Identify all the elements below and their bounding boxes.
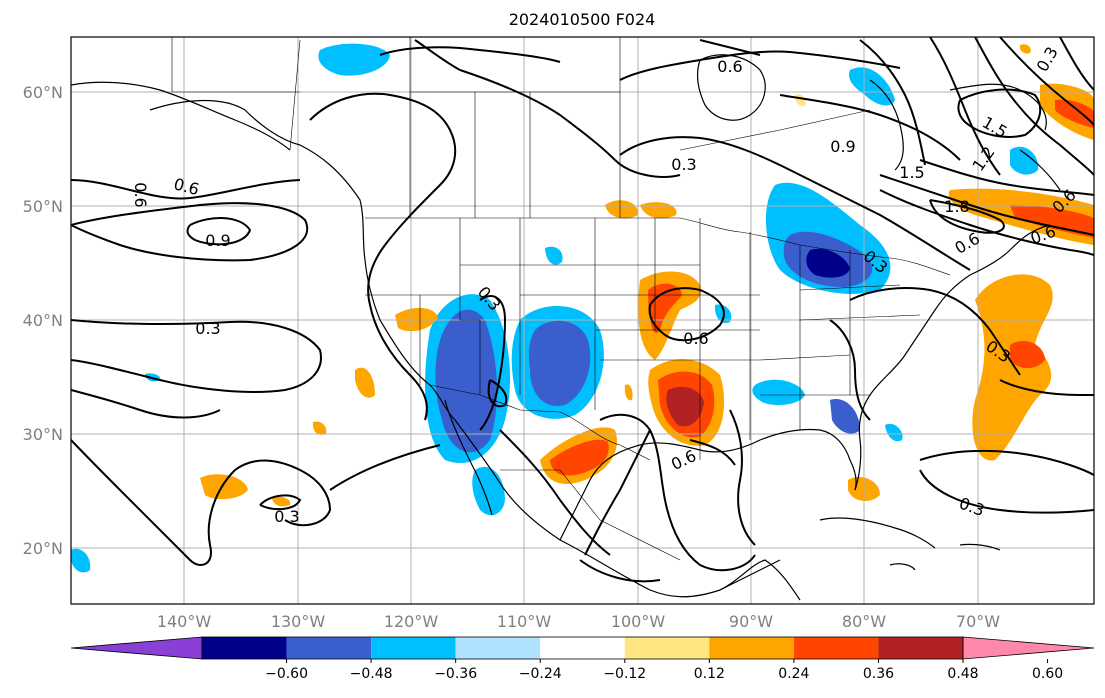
colorbar-tick-label: −0.36 (434, 666, 477, 682)
political-boundaries (171, 37, 951, 561)
negative-anomaly-region (1010, 146, 1039, 175)
lat-label: 40°N (23, 311, 63, 330)
positive-anomaly-region (624, 384, 633, 401)
lon-label: 140°W (157, 612, 212, 631)
negative-anomaly-region (806, 248, 850, 278)
contour-label: 0.3 (274, 507, 299, 526)
negative-anomaly-region (752, 379, 805, 406)
colorbar-swatch (624, 637, 710, 659)
negative-anomaly-region (528, 320, 591, 406)
colorbar-tick-label: 0.48 (947, 666, 978, 682)
positive-anomaly-region (666, 386, 704, 427)
colorbar-tick-label: −0.60 (265, 666, 308, 682)
colorbar-swatch (878, 637, 963, 659)
colorbar-swatch (371, 637, 456, 659)
contour-label: 1.5 (899, 163, 924, 182)
positive-anomaly-region (200, 474, 248, 500)
contour-label: 0.9 (830, 137, 855, 156)
positive-anomaly-region (972, 274, 1053, 461)
positive-anomaly-region (648, 283, 682, 334)
colorbar-swatch (455, 637, 541, 659)
lat-label: 30°N (23, 425, 63, 444)
lat-label: 20°N (23, 539, 63, 558)
positive-anomaly-region (1019, 44, 1031, 54)
colorbar-tick-label: 0.36 (863, 666, 894, 682)
map-title: 2024010500 F024 (509, 10, 656, 29)
lon-label: 80°W (842, 612, 886, 631)
positive-anomaly-region (1010, 340, 1045, 369)
positive-anomaly-region (355, 367, 375, 398)
colorbar: −0.60 −0.48 −0.36 −0.24 −0.12 0.12 0.24 0.36 0.4… (70, 636, 1095, 682)
lat-label: 50°N (23, 197, 63, 216)
colorbar-tick-label: 0.12 (694, 666, 725, 682)
lon-label: 70°W (956, 612, 1000, 631)
colorbar-outline (201, 636, 964, 660)
colorbar-swatch (709, 637, 794, 659)
colorbar-tick-label: 0.24 (778, 666, 809, 682)
negative-anomaly-region (545, 246, 563, 265)
colorbar-swatch (286, 637, 372, 659)
anomaly-shading (71, 43, 1094, 573)
colorbar-tick-label: 0.60 (1032, 666, 1063, 682)
colorbar-tick-label: −0.12 (603, 666, 646, 682)
lat-label: 60°N (23, 83, 63, 102)
negative-anomaly-region (885, 423, 903, 442)
colorbar-swatch (202, 637, 287, 659)
contour-label: 0.9 (205, 231, 230, 250)
lon-label: 130°W (271, 612, 326, 631)
latitude-labels: 60°N 50°N 40°N 30°N 20°N (23, 83, 63, 558)
contour-label: 0.3 (195, 319, 220, 338)
lon-label: 90°W (729, 612, 773, 631)
lon-label: 100°W (611, 612, 666, 631)
colorbar-extend-high (962, 636, 1095, 660)
negative-anomaly-region (318, 43, 390, 76)
positive-anomaly-region (605, 200, 639, 219)
colorbar-ticks: −0.60 −0.48 −0.36 −0.24 −0.12 0.12 0.24 0.36 0.4… (265, 659, 1063, 682)
contour-label: 0.6 (131, 182, 150, 207)
contour-label: 0.6 (683, 329, 708, 348)
contour-label: 0.6 (717, 57, 742, 76)
longitude-labels: 140°W 130°W 120°W 110°W 100°W 90°W 80°W … (157, 612, 1000, 631)
positive-anomaly-region (1055, 99, 1094, 128)
positive-anomaly-region (272, 496, 291, 507)
contour-label: 0.3 (671, 155, 696, 174)
colorbar-extend-low (70, 636, 203, 660)
colorbar-swatch (540, 637, 625, 659)
positive-anomaly-region (550, 439, 609, 476)
positive-anomaly-region (312, 421, 327, 435)
contour-label: 1.8 (944, 197, 969, 216)
colorbar-swatches (70, 636, 1095, 660)
map-frame (70, 36, 1095, 605)
negative-anomaly-region (849, 67, 895, 106)
negative-anomaly-region (71, 548, 91, 573)
colorbar-tick-label: −0.24 (519, 666, 562, 682)
gridlines (71, 37, 1094, 604)
lon-label: 110°W (497, 612, 552, 631)
negative-anomaly-region (830, 399, 860, 434)
contour-lines (71, 37, 1094, 583)
colorbar-tick-label: −0.48 (350, 666, 393, 682)
colorbar-swatch (793, 637, 879, 659)
lon-label: 120°W (384, 612, 439, 631)
